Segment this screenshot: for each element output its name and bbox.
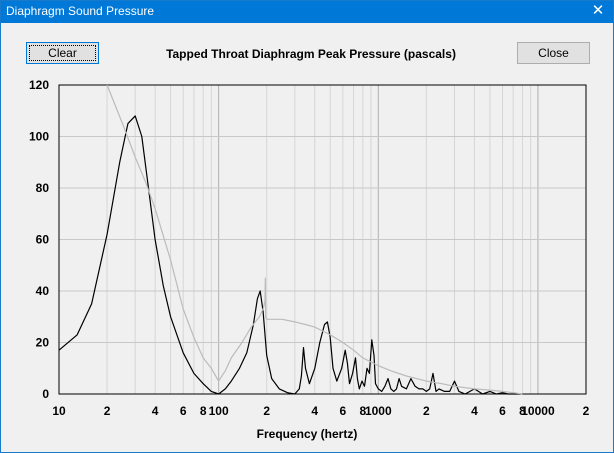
x-tick-label: 8 — [519, 404, 526, 418]
x-tick-label: 8 — [359, 404, 366, 418]
series-line-1 — [58, 115, 523, 395]
x-tick-label: 8 — [200, 404, 207, 418]
x-tick-label: 10000 — [521, 404, 555, 418]
x-tick-label: 10 — [52, 404, 66, 418]
plot-area-frame — [58, 84, 587, 395]
x-tick-label: 6 — [340, 404, 347, 418]
x-tick-label: 4 — [311, 404, 318, 418]
x-tick-label: 1000 — [365, 404, 392, 418]
y-tick-label: 100 — [29, 130, 49, 144]
close-button[interactable]: Close — [517, 42, 590, 64]
x-tick-label: 100 — [209, 404, 229, 418]
y-tick-label: 40 — [36, 284, 50, 298]
title-bar[interactable]: Diaphragm Sound Pressure ✕ — [1, 1, 613, 23]
x-tick-label: 2 — [263, 404, 270, 418]
x-tick-label: 2 — [423, 404, 430, 418]
window-title: Diaphragm Sound Pressure — [6, 4, 155, 18]
close-icon[interactable]: ✕ — [591, 2, 605, 19]
x-axis-label: Frequency (hertz) — [257, 427, 358, 441]
y-tick-label: 0 — [42, 387, 49, 401]
x-tick-label: 4 — [152, 404, 159, 418]
x-tick-label: 6 — [499, 404, 506, 418]
clear-button[interactable]: Clear — [26, 42, 99, 64]
y-tick-label: 80 — [36, 181, 50, 195]
x-tick-label: 6 — [180, 404, 187, 418]
series-line-2 — [106, 84, 523, 395]
y-axis: 0 20 40 60 80 100 120 — [29, 78, 49, 401]
y-tick-label: 120 — [29, 78, 49, 92]
chart-series-group — [58, 84, 523, 395]
x-tick-label: 4 — [471, 404, 478, 418]
chart-title: Tapped Throat Diaphragm Peak Pressure (p… — [166, 47, 456, 61]
chart-grid — [59, 84, 586, 395]
y-tick-label: 60 — [36, 233, 50, 247]
x-tick-label: 2 — [104, 404, 111, 418]
x-tick-label: 2 — [583, 404, 590, 418]
y-tick-label: 20 — [36, 336, 50, 350]
